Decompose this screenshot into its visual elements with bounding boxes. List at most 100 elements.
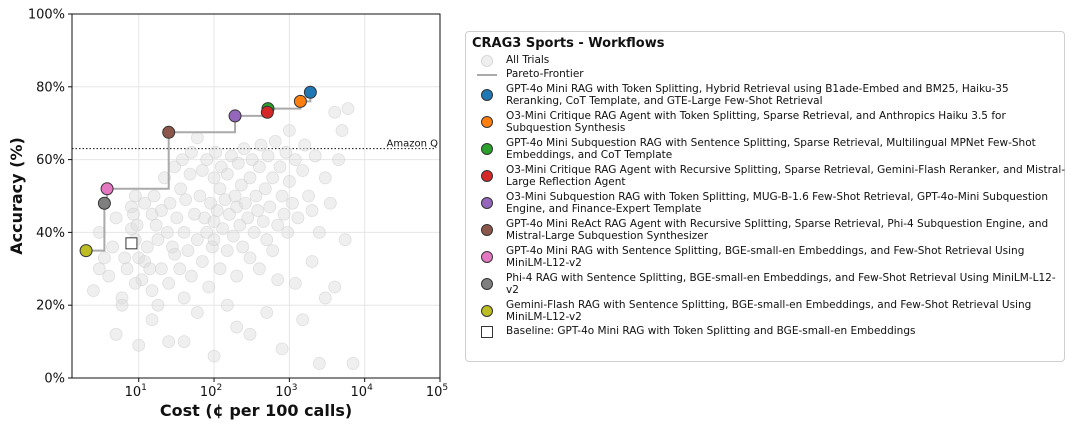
legend-label: GPT-4o Mini ReAct RAG Agent with Recursi…: [506, 218, 1049, 242]
trial-point: [190, 233, 204, 247]
workflow-point: [303, 85, 317, 99]
trial-point: [213, 262, 227, 276]
legend-marker: [481, 54, 493, 67]
legend-item: All Trials: [472, 54, 1062, 67]
trial-point: [158, 171, 171, 185]
trial-point: [286, 196, 299, 210]
trial-point: [155, 262, 168, 276]
legend-marker: [481, 251, 493, 263]
trial-point: [281, 225, 295, 239]
trial-point: [312, 225, 326, 239]
trial-point: [102, 269, 116, 283]
trial-point: [249, 189, 263, 203]
trial-point: [97, 251, 111, 265]
trial-point: [346, 357, 360, 370]
trial-point: [282, 175, 296, 188]
trial-point: [207, 171, 221, 185]
trial-point: [312, 357, 326, 370]
trial-point: [260, 306, 274, 319]
trial-point: [162, 335, 176, 349]
trial-point: [263, 200, 277, 214]
y-tick-label: 60%: [36, 153, 65, 168]
trial-point: [275, 189, 289, 203]
amazon-q-label: Amazon Q: [387, 139, 439, 150]
trial-point: [216, 222, 230, 236]
trial-point: [318, 291, 332, 305]
legend-marker: [481, 89, 493, 101]
trial-point: [323, 196, 337, 210]
trial-point: [170, 211, 184, 225]
legend-workflow-marker: [481, 143, 493, 155]
trial-point: [328, 280, 342, 294]
trial-point: [151, 298, 165, 312]
trial-point: [190, 306, 204, 319]
workflow-point: [228, 109, 242, 123]
trial-point: [247, 225, 261, 239]
trial-point: [130, 218, 144, 232]
trial-point: [149, 218, 163, 232]
trial-point: [252, 160, 266, 174]
legend-marker: [481, 224, 493, 236]
trial-point: [109, 327, 123, 341]
trial-point: [268, 134, 282, 148]
y-tick-label: 40%: [36, 226, 65, 241]
y-tick-label: 0%: [44, 372, 65, 387]
y-tick-label: 80%: [36, 80, 65, 95]
trial-point: [109, 211, 123, 225]
trial-point: [176, 153, 189, 167]
legend-label: Phi-4 RAG with Sentence Splitting, BGE-s…: [506, 272, 1056, 296]
workflow-point: [100, 182, 114, 196]
trial-point: [332, 153, 345, 167]
legend-marker: [481, 170, 493, 182]
legend-label: GPT-4o Mini RAG with Sentence Splitting,…: [506, 245, 1025, 269]
x-tick-label: 105: [426, 383, 448, 400]
legend-item: GPT-4o Mini ReAct RAG Agent with Recursi…: [472, 217, 1062, 243]
legend-item: O3-Mini Critique RAG Agent with Recursiv…: [472, 163, 1065, 189]
trial-point: [138, 196, 152, 210]
legend-item: Baseline: GPT-4o Mini RAG with Token Spl…: [472, 325, 1062, 338]
trial-point: [243, 327, 257, 341]
legend-item: Phi-4 RAG with Sentence Splitting, BGE-s…: [472, 271, 1062, 297]
trial-point: [86, 284, 100, 298]
trial-point: [237, 142, 251, 156]
y-tick-label: 100%: [28, 8, 65, 23]
legend-marker: [477, 73, 497, 76]
legend: CRAG3 Sports - Workflows All Trials Paret…: [465, 31, 1065, 362]
trial-point: [220, 167, 234, 181]
trial-point: [177, 291, 191, 305]
trial-point: [231, 156, 245, 170]
legend-title: CRAG3 Sports - Workflows: [472, 36, 665, 51]
legend-workflow-marker: [481, 278, 493, 290]
trial-point: [155, 204, 168, 217]
trial-point: [241, 211, 255, 225]
trial-point: [279, 145, 293, 159]
legend-label: GPT-4o Mini Subquestion RAG with Sentenc…: [506, 137, 1036, 161]
trial-point: [179, 193, 193, 207]
legend-all-trials-marker: [481, 54, 493, 67]
trial-point: [145, 284, 159, 298]
x-tick-label: 101: [125, 383, 147, 400]
trial-point: [218, 193, 232, 207]
trial-point: [275, 342, 289, 356]
legend-item: GPT-4o Mini RAG with Token Splitting, Hy…: [472, 82, 1062, 108]
trial-point: [198, 211, 212, 225]
trial-point: [261, 149, 275, 163]
legend-marker: [481, 197, 493, 209]
x-axis-ticks: 101 102 103 104 105: [125, 378, 448, 400]
x-axis-title: Cost (¢ per 100 calls): [160, 401, 352, 420]
y-axis-title: Accuracy (%): [7, 137, 26, 255]
trial-point: [202, 280, 216, 294]
y-axis-ticks: 0% 20% 40% 60% 80% 100%: [28, 8, 72, 387]
trial-point: [120, 262, 134, 276]
legend-label: O3-Mini Critique RAG Agent with Token Sp…: [506, 110, 1006, 134]
legend-item: Pareto-Frontier: [472, 68, 1062, 81]
legend-workflow-marker: [481, 251, 493, 263]
trial-point: [128, 276, 142, 290]
legend-label: Gemini-Flash RAG with Sentence Splitting…: [506, 299, 1032, 323]
trial-point: [277, 207, 291, 221]
workflow-point: [97, 196, 111, 210]
trial-point: [260, 233, 274, 247]
trial-point: [288, 276, 302, 290]
legend-item: GPT-4o Mini RAG with Sentence Splitting,…: [472, 244, 1062, 270]
trial-point: [210, 204, 224, 217]
